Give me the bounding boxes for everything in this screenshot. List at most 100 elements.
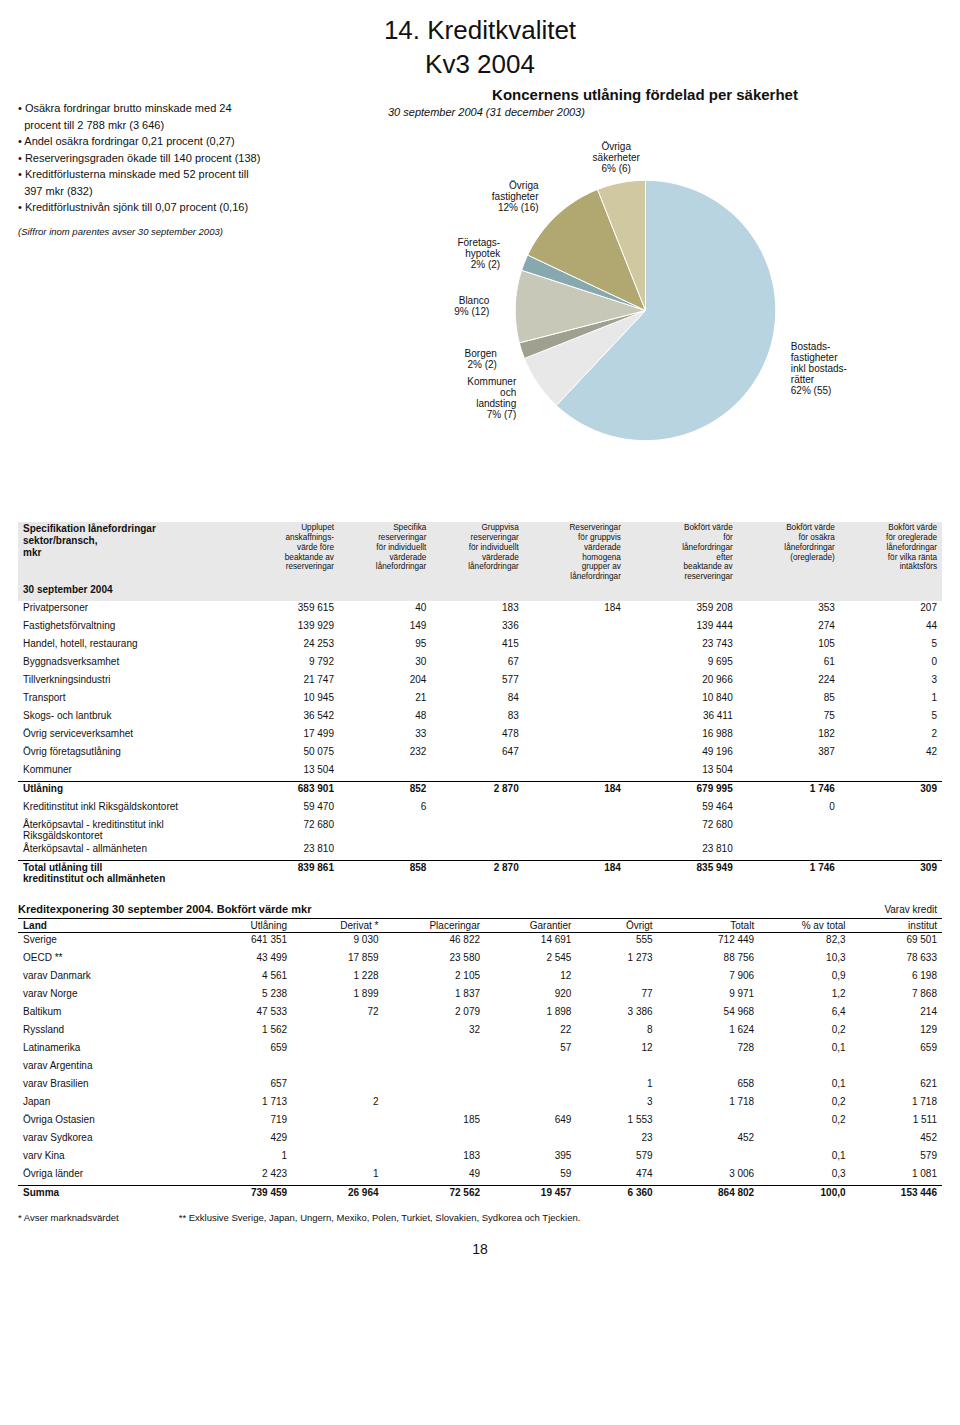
html-text:182: 182 bbox=[818, 728, 835, 740]
html-text:683 901: 683 901 bbox=[297, 783, 334, 795]
html-text:20 966: 20 966 bbox=[702, 674, 733, 686]
html-text:Upplupet anskaffnings- värde f: Upplupet anskaffnings- värde före beakta… bbox=[284, 523, 334, 572]
html-text:59 470: 59 470 bbox=[303, 801, 334, 813]
html-text:• Kreditförlusterna minskade m: • Kreditförlusterna minskade med 52 proc… bbox=[18, 168, 249, 197]
html-text:(Siffror inom parentes avser 3: (Siffror inom parentes avser 30 septembe… bbox=[18, 225, 223, 237]
html-text:Bokfört värde för osäkra lånef: Bokfört värde för osäkra lånefordringar … bbox=[784, 523, 835, 562]
html-text:23 743: 23 743 bbox=[702, 638, 733, 650]
html-text:647: 647 bbox=[502, 746, 519, 758]
html-text:Koncernens utlåning fördelad p: Koncernens utlåning fördelad per säkerhe… bbox=[492, 86, 798, 103]
html-text:224: 224 bbox=[818, 674, 835, 686]
html-text:17 499: 17 499 bbox=[303, 728, 334, 740]
html-text:Bokfört värde för oreglerade l: Bokfört värde för oreglerade lånefordrin… bbox=[886, 523, 937, 572]
html-text:18: 18 bbox=[472, 1241, 488, 1258]
html-text:359 615: 359 615 bbox=[297, 602, 334, 614]
svg-text:Borgen2% (2): Borgen2% (2) bbox=[465, 348, 497, 370]
html-text:84: 84 bbox=[507, 692, 519, 704]
html-text:577: 577 bbox=[502, 674, 519, 686]
html-text:61: 61 bbox=[823, 656, 835, 668]
html-text:Bokfört värde för lånefordring: Bokfört värde för lånefordringar efter b… bbox=[682, 523, 733, 582]
html-text:49 196: 49 196 bbox=[702, 746, 733, 758]
html-text:10 840: 10 840 bbox=[702, 692, 733, 704]
html-text:232: 232 bbox=[409, 746, 427, 758]
html-text:Fastighetsförvaltning: Fastighetsförvaltning bbox=[23, 620, 116, 632]
svg-text:Bostads-fastigheterinkl bostad: Bostads-fastigheterinkl bostads-rätter62… bbox=[791, 341, 847, 396]
svg-text:Kommunerochlandsting7% (7): Kommunerochlandsting7% (7) bbox=[467, 376, 517, 420]
html-text:30 september 2004 (31 december: 30 september 2004 (31 december 2003) bbox=[388, 106, 585, 118]
html-text:Övrig företagsutlåning: Övrig företagsutlåning bbox=[23, 746, 121, 758]
html-text:336: 336 bbox=[502, 620, 519, 632]
html-text:50 075: 50 075 bbox=[303, 746, 334, 758]
svg-text:Företags-hypotek2% (2): Företags-hypotek2% (2) bbox=[457, 237, 501, 270]
html-text:Specifika reserveringar för in: Specifika reserveringar för individuellt… bbox=[375, 523, 427, 572]
html-text:36 411: 36 411 bbox=[702, 710, 733, 722]
html-text:Återköpsavtal - kreditinstitut: Återköpsavtal - kreditinstitut inkl Riks… bbox=[23, 819, 164, 842]
html-text:Transport: Transport bbox=[23, 692, 66, 704]
html-text:852: 852 bbox=[409, 783, 427, 795]
html-text:Kommuner: Kommuner bbox=[23, 764, 72, 776]
html-text:105: 105 bbox=[818, 638, 835, 650]
html-text:Reserveringar för gruppvis vär: Reserveringar för gruppvis värderade hom… bbox=[569, 523, 621, 582]
html-text:Total utlåning till kreditinst: Total utlåning till kreditinstitut och a… bbox=[23, 862, 166, 885]
html-text:16 988: 16 988 bbox=[702, 728, 733, 740]
html-text:309: 309 bbox=[920, 783, 937, 795]
html-text:21: 21 bbox=[415, 692, 427, 704]
html-text:40: 40 bbox=[415, 602, 427, 614]
html-text:48: 48 bbox=[415, 710, 427, 722]
html-text:Kreditinstitut inkl Riksgäldsk: Kreditinstitut inkl Riksgäldskontoret bbox=[23, 801, 179, 813]
html-text:42: 42 bbox=[925, 746, 937, 758]
html-text:415: 415 bbox=[502, 638, 519, 650]
html-text:• Kreditförlustnivån sjönk til: • Kreditförlustnivån sjönk till 0,07 pro… bbox=[18, 201, 249, 213]
html-text:24 253: 24 253 bbox=[303, 638, 334, 650]
html-text:30: 30 bbox=[415, 656, 427, 668]
html-text:13 504: 13 504 bbox=[702, 764, 733, 776]
html-text:274: 274 bbox=[818, 620, 835, 632]
html-text:Tillverkningsindustri: Tillverkningsindustri bbox=[23, 674, 111, 686]
html-text:21 747: 21 747 bbox=[303, 674, 334, 686]
html-text:Skogs- och lantbruk: Skogs- och lantbruk bbox=[23, 710, 112, 722]
html-text:67: 67 bbox=[507, 656, 519, 668]
html-text:204: 204 bbox=[409, 674, 427, 686]
svg-text:Övrigafastigheter12% (16): Övrigafastigheter12% (16) bbox=[492, 180, 539, 213]
html-text:• Osäkra fordringar brutto min: • Osäkra fordringar brutto minskade med … bbox=[18, 102, 232, 131]
html-text:14. Kreditkvalitet Kv3 2004: 14. Kreditkvalitet Kv3 2004 bbox=[383, 15, 577, 79]
html-text:Utlåning: Utlåning bbox=[23, 783, 63, 795]
html-text:207: 207 bbox=[920, 602, 937, 614]
html-text:10 945: 10 945 bbox=[303, 692, 334, 704]
html-text:85: 85 bbox=[823, 692, 835, 704]
html-text:2 870: 2 870 bbox=[493, 783, 519, 795]
html-text:• Reserveringsgraden ökade til: • Reserveringsgraden ökade till 140 proc… bbox=[18, 151, 261, 164]
html-text:478: 478 bbox=[502, 728, 519, 740]
html-text:183: 183 bbox=[502, 602, 519, 614]
html-text:184: 184 bbox=[604, 602, 621, 614]
html-text:75: 75 bbox=[823, 710, 835, 722]
html-text:44: 44 bbox=[925, 620, 937, 632]
html-text:33: 33 bbox=[415, 728, 427, 740]
html-text:184: 184 bbox=[604, 783, 621, 795]
html-text:Gruppvisa reserveringar för in: Gruppvisa reserveringar för individuellt… bbox=[468, 523, 519, 572]
html-text:Kreditexponering 30 september: Kreditexponering 30 september 2004. Bokf… bbox=[18, 903, 312, 916]
html-text:353: 353 bbox=[818, 602, 835, 614]
svg-text:Blanco9% (12): Blanco9% (12) bbox=[454, 295, 489, 317]
html-text:30 september 2004: 30 september 2004 bbox=[23, 584, 113, 596]
html-text:13 504: 13 504 bbox=[303, 764, 334, 776]
html-text:Övrig serviceverksamhet: Övrig serviceverksamhet bbox=[23, 728, 133, 740]
html-text:9 695: 9 695 bbox=[707, 656, 733, 668]
html-text:• Andel osäkra fordringar 0,21: • Andel osäkra fordringar 0,21 procent (… bbox=[18, 135, 235, 147]
html-text:9 792: 9 792 bbox=[308, 656, 334, 668]
html-text:Handel, hotell, restaurang: Handel, hotell, restaurang bbox=[23, 638, 138, 650]
html-text:Byggnadsverksamhet: Byggnadsverksamhet bbox=[23, 656, 120, 668]
html-text:139 444: 139 444 bbox=[696, 620, 733, 632]
html-text:387: 387 bbox=[818, 746, 835, 758]
html-text:Specifikation lånefordringar s: Specifikation lånefordringar sektor/bran… bbox=[23, 523, 156, 558]
html-text:139 929: 139 929 bbox=[297, 620, 334, 632]
html-text:679 995: 679 995 bbox=[696, 783, 733, 795]
html-text:1 746: 1 746 bbox=[809, 783, 835, 795]
html-text:83: 83 bbox=[507, 710, 519, 722]
svg-text:Övrigasäkerheter6% (6): Övrigasäkerheter6% (6) bbox=[593, 141, 641, 174]
html-text:149: 149 bbox=[409, 620, 427, 632]
html-text:359 208: 359 208 bbox=[696, 602, 733, 614]
html-text:95: 95 bbox=[415, 638, 427, 650]
html-text:Privatpersoner: Privatpersoner bbox=[23, 602, 88, 614]
html-text:36 542: 36 542 bbox=[303, 710, 334, 722]
